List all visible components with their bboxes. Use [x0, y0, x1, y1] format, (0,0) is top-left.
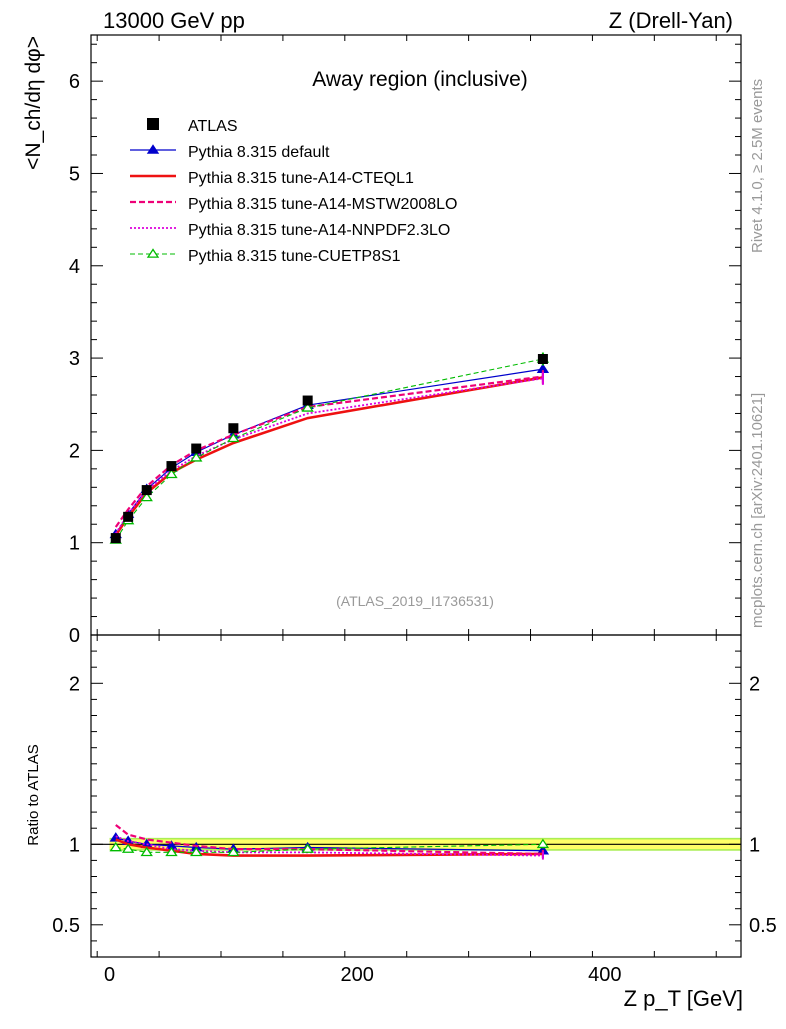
data-point: [141, 485, 152, 496]
data-point: [110, 533, 121, 544]
series-line: [114, 376, 544, 537]
legend-marker: [146, 144, 160, 154]
legend-marker: [146, 248, 160, 258]
header-left: 13000 GeV pp: [103, 8, 245, 33]
y-tick-label: 3: [69, 348, 80, 370]
series-point: [190, 452, 203, 462]
x-tick-label: 0: [104, 964, 115, 986]
ratio-line: [115, 843, 543, 853]
legend-label: Pythia 8.315 tune-A14-MSTW2008LO: [188, 196, 457, 213]
ratio-point: [227, 846, 240, 857]
legend-data-marker: [147, 118, 159, 130]
series-ratio-3: [115, 835, 544, 860]
ratio-axis-label: Ratio to ATLAS: [25, 744, 42, 845]
x-tick-label: 400: [588, 964, 621, 986]
legend-label: Pythia 8.315 tune-A14-CTEQL1: [188, 170, 414, 187]
header-right: Z (Drell-Yan): [609, 8, 733, 33]
legend-label: Pythia 8.315 tune-A14-NNPDF2.3LO: [188, 222, 450, 239]
ratio-tick-label-left: 1: [69, 834, 80, 856]
series-line: [114, 375, 544, 528]
y-tick-label: 0: [69, 625, 80, 647]
ratio-point: [109, 841, 122, 852]
ratio-point: [121, 843, 135, 853]
data-point: [123, 511, 134, 522]
ratio-point: [190, 846, 203, 857]
data-point: [302, 395, 313, 406]
series-main-3: [115, 371, 544, 534]
x-tick-label: 200: [341, 964, 374, 986]
series-line: [115, 368, 543, 535]
legend-label: Pythia 8.315 default: [188, 144, 330, 161]
series-point: [140, 491, 153, 502]
y-tick-label: 1: [69, 533, 80, 555]
mcplots-text: mcplots.cern.ch [arXiv:2401.10621]: [749, 393, 766, 628]
y-tick-label: 2: [69, 440, 80, 462]
rivet-version-text: Rivet 4.1.0, ≥ 2.5M events: [749, 79, 766, 253]
y-axis-label: <N_ch/dη dφ>: [22, 36, 45, 170]
legend: ATLAS Pythia 8.315 default Pythia 8.315 tu…: [130, 118, 457, 265]
data-point: [537, 354, 548, 364]
chart-title: Away region (inclusive): [312, 68, 528, 91]
ratio-point: [536, 838, 550, 849]
analysis-id: (ATLAS_2019_I1736531): [336, 593, 494, 609]
series-ratio-4: [109, 838, 550, 857]
y-tick-label: 6: [69, 71, 80, 93]
legend-label: ATLAS: [188, 118, 238, 135]
series-line: [115, 377, 544, 534]
ratio-tick-label-left: 0.5: [52, 915, 80, 937]
legend-label: Pythia 8.315 tune-CUETP8S1: [188, 248, 401, 265]
series-line: [115, 358, 544, 541]
atlas-data-points: [110, 354, 548, 544]
ratio-tick-label-right: 0.5: [749, 915, 777, 937]
ratio-tick-label-right: 2: [749, 673, 760, 695]
y-tick-label: 4: [69, 256, 80, 278]
series-point: [165, 468, 178, 479]
ratio-point: [140, 846, 153, 857]
ratio-point: [301, 843, 314, 853]
ratio-tick-label-left: 2: [69, 673, 80, 695]
series-main-1: [114, 371, 544, 537]
series-main-4: [109, 352, 550, 544]
ratio-plot-frame: [90, 634, 742, 958]
ratio-tick-label-right: 1: [749, 834, 760, 856]
data-point: [191, 443, 202, 454]
series-main-2: [114, 370, 544, 528]
y-tick-label: 5: [69, 163, 80, 185]
x-axis-label: Z p_T [GeV]: [624, 986, 743, 1011]
data-point: [228, 423, 239, 434]
data-point: [166, 461, 177, 472]
series-point: [227, 432, 240, 443]
ratio-line: [115, 835, 543, 857]
ratio-point: [165, 846, 178, 857]
series-point: [301, 402, 314, 412]
